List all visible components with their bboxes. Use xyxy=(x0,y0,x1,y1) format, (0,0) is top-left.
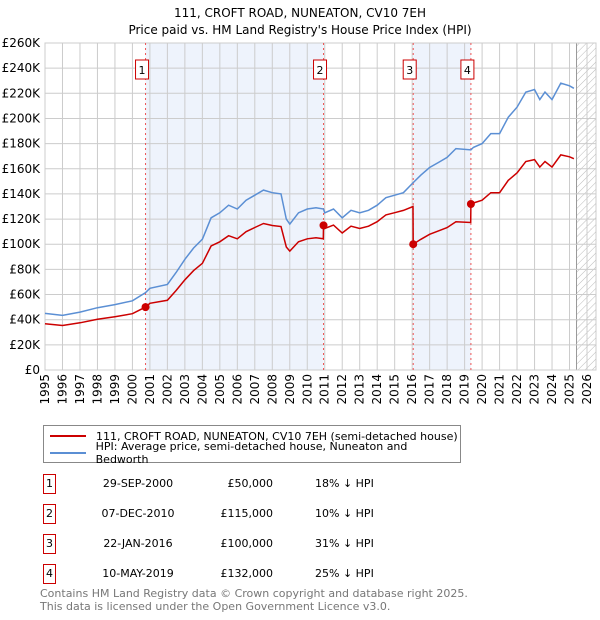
x-tick-label: 2021 xyxy=(493,374,507,405)
y-tick-label: £260K xyxy=(2,36,42,50)
sale-date: 07-DEC-2010 xyxy=(101,507,175,520)
sale-number-box xyxy=(460,59,475,80)
y-tick-label: £220K xyxy=(2,86,42,100)
legend-item-hpi: HPI: Average price, semi-detached house,… xyxy=(50,440,460,466)
y-tick-label: £100K xyxy=(2,237,42,251)
x-tick-label: 1996 xyxy=(55,374,69,405)
y-tick-label: £40K xyxy=(9,313,41,327)
x-tick-label: 2018 xyxy=(440,374,454,405)
x-tick-label: 2008 xyxy=(265,374,279,405)
sale-date: 10-MAY-2019 xyxy=(102,567,174,580)
sale-number-label: 1 xyxy=(139,64,146,77)
x-tick-label: 2020 xyxy=(475,374,489,405)
sale-price: £132,000 xyxy=(220,567,274,580)
legend-label: HPI: Average price, semi-detached house,… xyxy=(95,440,408,466)
x-tick-label: 2010 xyxy=(300,374,314,405)
x-tick-label: 2005 xyxy=(213,374,227,405)
x-tick-label: 2004 xyxy=(195,374,209,405)
x-tick-label: 2011 xyxy=(318,374,332,405)
chart-title: 111, CROFT ROAD, NUNEATON, CV10 7EH xyxy=(174,6,426,20)
table-row: 2 07-DEC-2010 £115,000 10% ↓ HPI xyxy=(43,504,443,524)
sale-number-label: 4 xyxy=(464,64,471,77)
price-chart: 111, CROFT ROAD, NUNEATON, CV10 7EH Pric… xyxy=(2,6,597,405)
x-tick-label: 2009 xyxy=(283,374,297,405)
sale-hpi-diff: 10% ↓ HPI xyxy=(315,507,374,520)
sale-price: £100,000 xyxy=(220,537,274,550)
sale-hpi-diff: 18% ↓ HPI xyxy=(315,477,374,490)
x-tick-label: 1999 xyxy=(108,374,122,405)
sale-number-badge: 2 xyxy=(43,504,56,524)
x-tick-label: 2015 xyxy=(388,374,402,405)
legend-swatch-blue xyxy=(50,452,86,454)
x-tick-label: 2002 xyxy=(160,374,174,405)
x-tick-label: 2026 xyxy=(580,374,594,405)
footer-copyright: Contains HM Land Registry data © Crown c… xyxy=(40,587,468,600)
x-tick-label: 2017 xyxy=(423,374,437,405)
x-tick-label: 2016 xyxy=(405,374,419,405)
legend: 111, CROFT ROAD, NUNEATON, CV10 7EH (sem… xyxy=(43,425,461,466)
x-tick-label: 2025 xyxy=(563,374,577,405)
table-row: 4 10-MAY-2019 £132,000 25% ↓ HPI xyxy=(43,564,443,584)
sale-point xyxy=(409,240,418,249)
sale-number-badge: 3 xyxy=(43,534,56,554)
footer: Contains HM Land Registry data © Crown c… xyxy=(40,587,468,613)
x-tick-label: 2023 xyxy=(528,374,542,405)
sale-date: 22-JAN-2016 xyxy=(103,537,173,550)
forecast-hatch xyxy=(576,43,596,370)
sale-price: £115,000 xyxy=(220,507,274,520)
x-tick-label: 2006 xyxy=(230,374,244,405)
hpi-line xyxy=(44,82,575,317)
sale-number-badge: 1 xyxy=(43,474,56,494)
sale-point xyxy=(141,303,150,312)
y-tick-label: £20K xyxy=(9,338,41,352)
x-tick-label: 1998 xyxy=(90,374,104,405)
chart-subtitle: Price paid vs. HM Land Registry's House … xyxy=(128,23,471,37)
table-row: 1 29-SEP-2000 £50,000 18% ↓ HPI xyxy=(43,474,443,494)
x-tick-label: 2024 xyxy=(545,374,559,405)
legend-item-property: 111, CROFT ROAD, NUNEATON, CV10 7EH (sem… xyxy=(50,428,458,444)
legend-label: 111, CROFT ROAD, NUNEATON, CV10 7EH (sem… xyxy=(96,429,458,443)
price-paid-line xyxy=(44,154,575,327)
y-tick-label: £60K xyxy=(9,288,41,302)
sale-number-box xyxy=(135,59,150,80)
sale-number-badge: 4 xyxy=(43,564,56,584)
x-tick-label: 1995 xyxy=(38,374,52,405)
x-tick-label: 2003 xyxy=(178,374,192,405)
x-tick-label: 2013 xyxy=(353,374,367,405)
sale-number-label: 2 xyxy=(317,64,324,77)
sale-date: 29-SEP-2000 xyxy=(102,477,174,490)
sale-number-box xyxy=(402,59,417,80)
legend-swatch-red xyxy=(50,435,86,437)
y-tick-label: £240K xyxy=(2,61,42,75)
y-tick-label: £120K xyxy=(2,212,42,226)
sale-point xyxy=(466,199,475,208)
sale-hpi-diff: 25% ↓ HPI xyxy=(315,567,374,580)
x-tick-label: 2019 xyxy=(458,374,472,405)
sale-hpi-diff: 31% ↓ HPI xyxy=(315,537,374,550)
x-tick-label: 1997 xyxy=(73,374,87,405)
table-row: 3 22-JAN-2016 £100,000 31% ↓ HPI xyxy=(43,534,443,554)
y-tick-label: £0 xyxy=(25,363,40,377)
sale-number-box xyxy=(313,59,328,80)
x-tick-label: 2007 xyxy=(248,374,262,405)
x-tick-label: 2000 xyxy=(125,374,139,405)
sale-point xyxy=(319,221,328,230)
y-tick-label: £180K xyxy=(2,137,42,151)
sale-price: £50,000 xyxy=(227,477,274,490)
footer-licence: This data is licensed under the Open Gov… xyxy=(40,600,391,613)
ownership-band xyxy=(413,43,471,370)
x-tick-label: 2001 xyxy=(143,374,157,405)
y-tick-label: £140K xyxy=(2,187,42,201)
sale-number-label: 3 xyxy=(406,64,413,77)
y-tick-label: £200K xyxy=(2,111,42,125)
y-tick-label: £80K xyxy=(9,262,41,276)
x-tick-label: 2012 xyxy=(335,374,349,405)
x-tick-label: 2022 xyxy=(510,374,524,405)
x-tick-label: 2014 xyxy=(370,374,384,405)
y-tick-label: £160K xyxy=(2,162,42,176)
ownership-band xyxy=(145,43,324,370)
